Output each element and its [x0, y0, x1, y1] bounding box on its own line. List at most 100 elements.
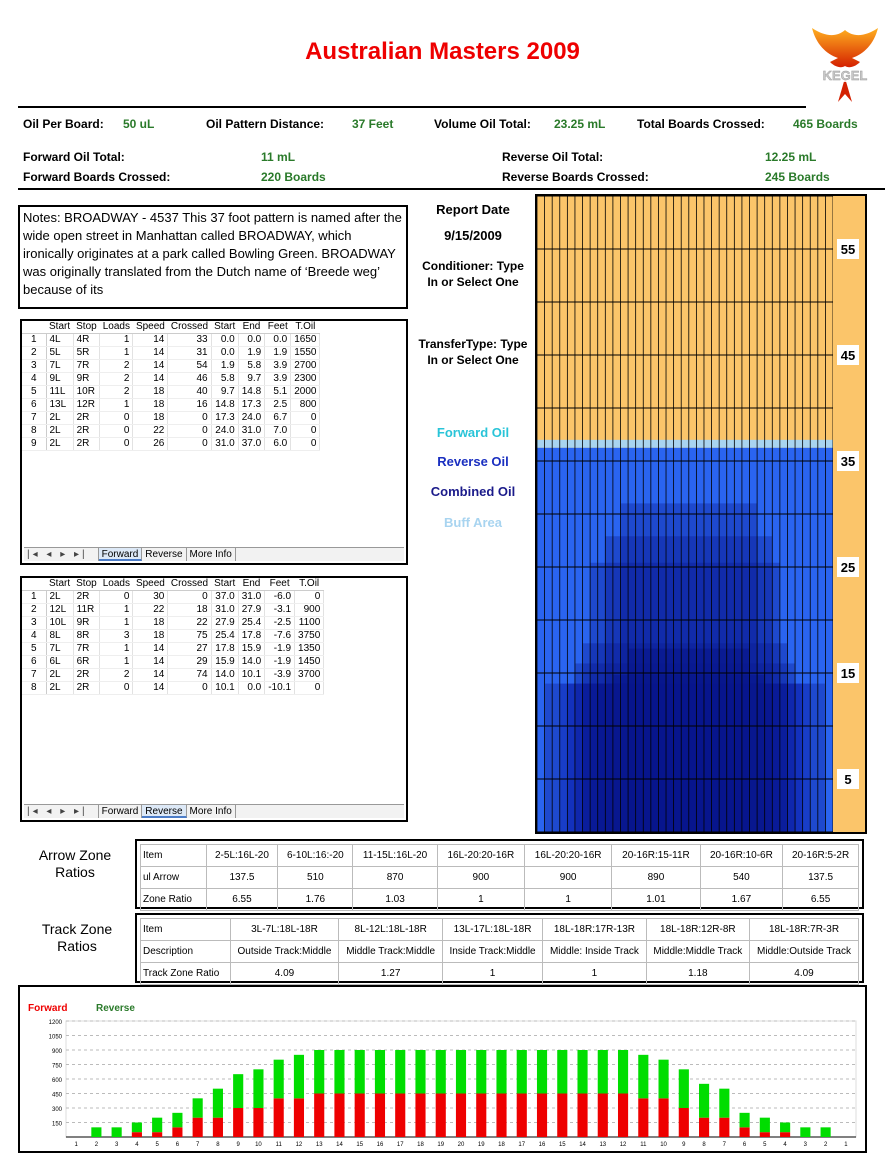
reverse-cell[interactable]: 18: [132, 629, 169, 643]
forward-cell[interactable]: 2000: [290, 385, 321, 399]
reverse-col-header[interactable]: Start: [46, 578, 74, 591]
reverse-cell[interactable]: 17.8: [211, 642, 239, 656]
forward-cell[interactable]: 7.0: [264, 424, 292, 438]
forward-cell[interactable]: 0: [290, 437, 321, 451]
reverse-col-header[interactable]: Crossed: [167, 578, 212, 591]
reverse-cell[interactable]: 0: [294, 590, 325, 604]
forward-col-header[interactable]: Feet: [264, 321, 291, 334]
forward-cell[interactable]: 1.9: [264, 346, 292, 360]
reverse-cell[interactable]: 1: [99, 642, 134, 656]
forward-cell[interactable]: 24.0: [211, 424, 239, 438]
table-row[interactable]: 3 7L 7R 2 14 54 1.9 5.8 3.9 2700: [22, 359, 321, 373]
forward-cell[interactable]: 31: [167, 346, 212, 360]
reverse-cell[interactable]: 22: [132, 603, 169, 617]
forward-cell[interactable]: 18: [132, 411, 169, 425]
forward-col-header[interactable]: Speed: [132, 321, 168, 334]
forward-cell[interactable]: 0: [290, 424, 321, 438]
forward-cell[interactable]: 6: [22, 398, 47, 412]
forward-cell[interactable]: 14: [132, 346, 169, 360]
table-row[interactable]: 7 2L 2R 2 14 74 14.0 10.1 -3.9 3700: [22, 668, 325, 682]
table-row[interactable]: 1 4L 4R 1 14 33 0.0 0.0 0.0 1650: [22, 333, 321, 347]
forward-cell[interactable]: 0.0: [211, 333, 239, 347]
reverse-cell[interactable]: 2L: [46, 668, 74, 682]
forward-cell[interactable]: 5L: [46, 346, 74, 360]
forward-cell[interactable]: 1: [99, 398, 134, 412]
forward-cell[interactable]: 2R: [73, 411, 101, 425]
reverse-cell[interactable]: -2.5: [264, 616, 296, 630]
reverse-cell[interactable]: 1: [99, 616, 134, 630]
reverse-cell[interactable]: 6L: [46, 655, 74, 669]
forward-cell[interactable]: 7R: [73, 359, 101, 373]
forward-cell[interactable]: 24.0: [238, 411, 266, 425]
reverse-cell[interactable]: 2L: [46, 590, 74, 604]
reverse-cell[interactable]: 1450: [294, 655, 325, 669]
reverse-cell[interactable]: 8: [22, 681, 47, 695]
table-row[interactable]: 3 10L 9R 1 18 22 27.9 25.4 -2.5 1100: [22, 616, 325, 630]
forward-cell[interactable]: 1650: [290, 333, 321, 347]
forward-cell[interactable]: 17.3: [238, 398, 266, 412]
forward-cell[interactable]: 0: [167, 424, 212, 438]
forward-cell[interactable]: 14: [132, 372, 169, 386]
forward-cell[interactable]: 9: [22, 437, 47, 451]
forward-cell[interactable]: 18: [132, 385, 169, 399]
forward-cell[interactable]: 2R: [73, 437, 101, 451]
forward-cell[interactable]: 26: [132, 437, 169, 451]
reverse-col-header[interactable]: [22, 578, 46, 591]
reverse-cell[interactable]: 3750: [294, 629, 325, 643]
table-row[interactable]: 2 12L 11R 1 22 18 31.0 27.9 -3.1 900: [22, 603, 325, 617]
forward-cell[interactable]: 1: [99, 333, 134, 347]
table-row[interactable]: 6 6L 6R 1 14 29 15.9 14.0 -1.9 1450: [22, 655, 325, 669]
reverse-cell[interactable]: 31.0: [238, 590, 266, 604]
forward-col-header[interactable]: Stop: [73, 321, 100, 334]
tab-nav-arrows[interactable]: |◂ ◂ ▸ ▸|: [24, 805, 99, 818]
forward-cell[interactable]: 0: [167, 437, 212, 451]
forward-cell[interactable]: 22: [132, 424, 169, 438]
reverse-cell[interactable]: 29: [167, 655, 212, 669]
forward-col-header[interactable]: Start: [46, 321, 74, 334]
reverse-col-header[interactable]: Feet: [264, 578, 295, 591]
reverse-cell[interactable]: -6.0: [264, 590, 296, 604]
reverse-cell[interactable]: 1100: [294, 616, 325, 630]
forward-col-header[interactable]: Start: [211, 321, 239, 334]
reverse-cell[interactable]: 74: [167, 668, 212, 682]
forward-cell[interactable]: 7: [22, 411, 47, 425]
reverse-cell[interactable]: 0.0: [238, 681, 266, 695]
forward-cell[interactable]: 5.8: [211, 372, 239, 386]
forward-cell[interactable]: 800: [290, 398, 321, 412]
forward-cell[interactable]: 2.5: [264, 398, 292, 412]
forward-cell[interactable]: 7L: [46, 359, 74, 373]
forward-cell[interactable]: 31.0: [238, 424, 266, 438]
reverse-cell[interactable]: 27.9: [238, 603, 266, 617]
forward-cell[interactable]: 0: [99, 411, 134, 425]
reverse-cell[interactable]: 11R: [73, 603, 101, 617]
forward-cell[interactable]: 5.1: [264, 385, 292, 399]
reverse-cell[interactable]: 2: [22, 603, 47, 617]
forward-cell[interactable]: 14.8: [238, 385, 266, 399]
forward-cell[interactable]: 4R: [73, 333, 101, 347]
table-row[interactable]: 5 11L 10R 2 18 40 9.7 14.8 5.1 2000: [22, 385, 321, 399]
forward-cell[interactable]: 33: [167, 333, 212, 347]
table-row[interactable]: 6 13L 12R 1 18 16 14.8 17.3 2.5 800: [22, 398, 321, 412]
reverse-cell[interactable]: 14.0: [238, 655, 266, 669]
reverse-cell[interactable]: 15.9: [238, 642, 266, 656]
forward-cell[interactable]: 9.7: [211, 385, 239, 399]
forward-cell[interactable]: 2L: [46, 424, 74, 438]
reverse-col-header[interactable]: Start: [211, 578, 239, 591]
forward-cell[interactable]: 9.7: [238, 372, 266, 386]
reverse-cell[interactable]: -1.9: [264, 655, 296, 669]
forward-cell[interactable]: 1: [22, 333, 47, 347]
reverse-cell[interactable]: 1: [99, 655, 134, 669]
reverse-col-header[interactable]: End: [238, 578, 265, 591]
table-row[interactable]: 9 2L 2R 0 26 0 31.0 37.0 6.0 0: [22, 437, 321, 451]
reverse-cell[interactable]: 14: [132, 681, 169, 695]
forward-cell[interactable]: 11L: [46, 385, 74, 399]
reverse-cell[interactable]: 5: [22, 642, 47, 656]
reverse-cell[interactable]: 8L: [46, 629, 74, 643]
forward-cell[interactable]: 9L: [46, 372, 74, 386]
reverse-col-header[interactable]: Stop: [73, 578, 100, 591]
reverse-cell[interactable]: 25.4: [238, 616, 266, 630]
forward-cell[interactable]: 31.0: [211, 437, 239, 451]
forward-cell[interactable]: 14.8: [211, 398, 239, 412]
forward-cell[interactable]: 14: [132, 359, 169, 373]
forward-cell[interactable]: 8: [22, 424, 47, 438]
